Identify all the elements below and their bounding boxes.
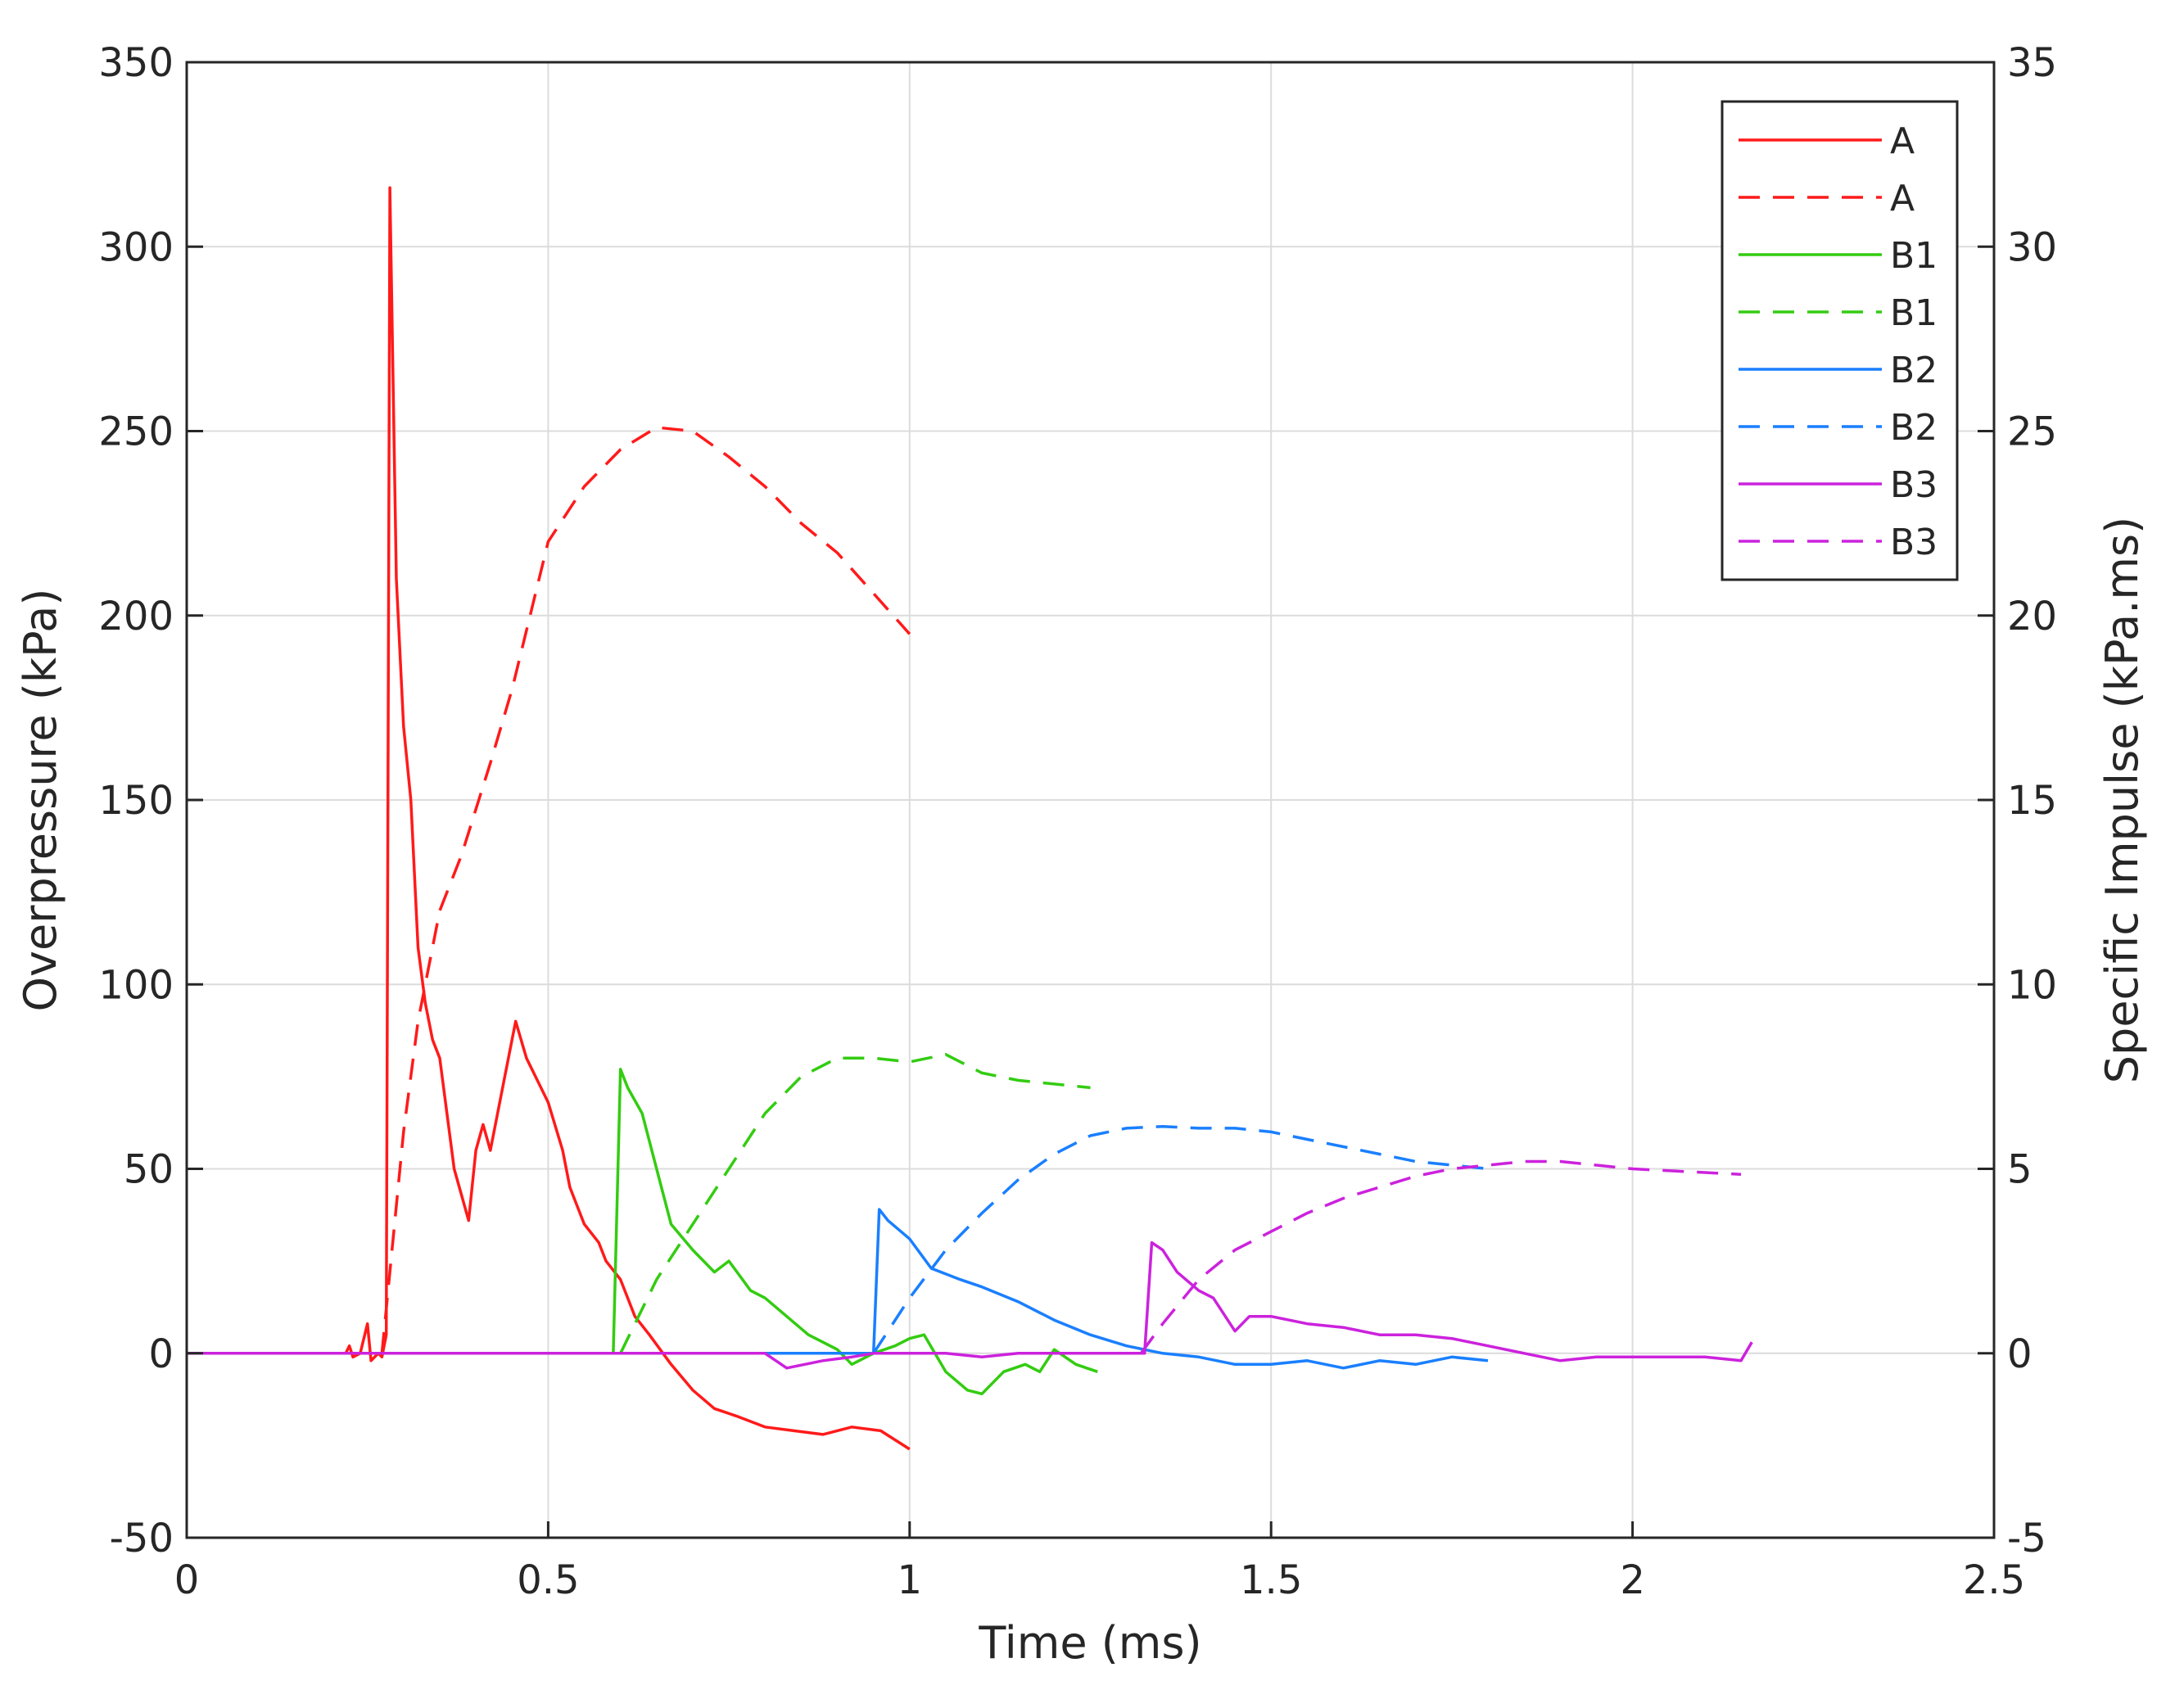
legend-label: B2 bbox=[1890, 407, 1938, 449]
axis-ticks: 0 0.5 1 1.5 2 2.5-50050100150200250300350-505… bbox=[98, 40, 2057, 1603]
series-line-b3-solid bbox=[187, 1240, 1753, 1370]
y-left-tick-label: 300 bbox=[98, 224, 174, 270]
legend-label: B1 bbox=[1890, 292, 1938, 334]
y-right-tick-label: 35 bbox=[2007, 40, 2057, 86]
y-right-tick-label: 20 bbox=[2007, 594, 2057, 639]
x-tick-label: 1.5 bbox=[1240, 1557, 1302, 1603]
x-tick-label: 1 bbox=[898, 1557, 923, 1603]
y-right-tick-label: 10 bbox=[2007, 962, 2057, 1008]
legend-label: B3 bbox=[1890, 464, 1938, 506]
y-left-tick-label: 0 bbox=[148, 1331, 174, 1377]
y-left-tick-label: 250 bbox=[98, 409, 174, 455]
series-line-b3-dashed bbox=[1139, 1159, 1742, 1354]
legend-box bbox=[1721, 100, 1959, 581]
y-left-tick-label: 200 bbox=[98, 594, 174, 639]
x-axis-label: Time (ms) bbox=[978, 1617, 1201, 1669]
x-tick-label: 2 bbox=[1620, 1557, 1645, 1603]
y-left-tick-label: 350 bbox=[98, 40, 174, 86]
y-left-tick-label: 50 bbox=[124, 1147, 174, 1193]
legend-label: B2 bbox=[1890, 350, 1938, 391]
y-right-tick-label: 0 bbox=[2007, 1331, 2033, 1377]
series-line-b1-solid bbox=[187, 1068, 1098, 1396]
y-left-tick-label: 150 bbox=[98, 778, 174, 824]
series-line-b2-solid bbox=[187, 1208, 1489, 1370]
y-right-tick-label: 15 bbox=[2007, 778, 2057, 824]
plot-series bbox=[187, 186, 1753, 1451]
series-line-b2-dashed bbox=[872, 1124, 1489, 1354]
x-tick-label: 0 bbox=[174, 1557, 200, 1603]
x-tick-label: 2.5 bbox=[1963, 1557, 2025, 1603]
y-right-tick-label: 30 bbox=[2007, 224, 2057, 270]
legend-label: A bbox=[1890, 178, 1915, 219]
y-axis-right-label: Specific Impulse (kPa.ms) bbox=[2096, 517, 2148, 1083]
legend-label: B3 bbox=[1890, 522, 1938, 563]
y-right-tick-label: -5 bbox=[2007, 1516, 2046, 1561]
series-line-a-solid bbox=[187, 186, 911, 1451]
y-right-tick-label: 5 bbox=[2007, 1147, 2033, 1193]
legend-label: B1 bbox=[1890, 235, 1938, 277]
x-tick-label: 0.5 bbox=[517, 1557, 579, 1603]
series-line-a-dashed bbox=[380, 426, 911, 1353]
y-left-tick-label: -50 bbox=[110, 1516, 174, 1561]
y-axis-left-label: Overpressure (kPa) bbox=[15, 589, 66, 1012]
legend-label: A bbox=[1890, 120, 1915, 162]
series-line-b1-dashed bbox=[619, 1053, 1091, 1354]
legend: AA B1 B1 B2 B2 B3 B3 bbox=[1721, 100, 1959, 581]
y-left-tick-label: 100 bbox=[98, 962, 174, 1008]
y-right-tick-label: 25 bbox=[2007, 409, 2057, 455]
